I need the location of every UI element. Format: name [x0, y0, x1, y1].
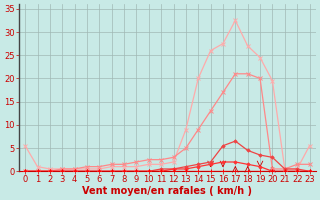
X-axis label: Vent moyen/en rafales ( km/h ): Vent moyen/en rafales ( km/h ) — [82, 186, 252, 196]
